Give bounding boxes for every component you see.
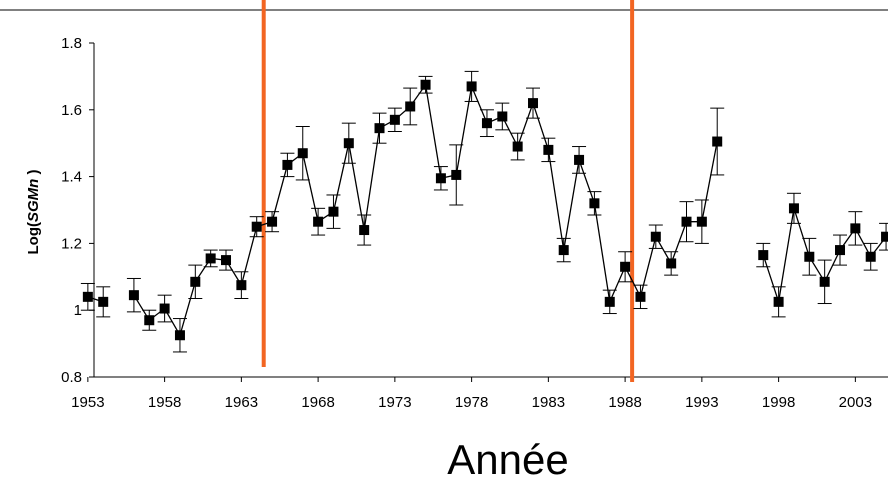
data-point [558,245,569,256]
data-point [359,225,370,236]
y-tick-label: 1.4 [61,169,82,186]
x-tick-label: 1988 [608,394,641,411]
data-point [451,169,462,180]
x-tick-label: 1993 [685,394,718,411]
y-tick-label: 1.6 [61,102,82,119]
data-point [190,276,201,287]
data-point [251,221,262,232]
x-tick-label: 1978 [455,394,488,411]
data-point [466,81,477,92]
data-point [850,223,861,234]
x-tick-label: 1963 [225,394,258,411]
data-point [98,296,109,307]
data-point [758,250,769,261]
data-point [543,144,554,155]
data-point [221,255,232,266]
data-point [205,253,216,264]
data-point [835,245,846,256]
data-point [435,173,446,184]
y-tick-label: 0.8 [61,369,82,386]
data-point [328,206,339,217]
data-point [819,276,830,287]
data-point [804,251,815,262]
data-point [343,138,354,149]
x-tick-label: 1983 [532,394,565,411]
data-point [405,101,416,112]
data-point [574,154,585,165]
data-point [666,258,677,269]
data-point [82,291,93,302]
data-point [144,315,155,326]
data-point [635,291,646,302]
data-point [374,123,385,134]
data-point [881,231,888,242]
data-point [604,296,615,307]
data-point [420,79,431,90]
data-point [267,216,278,227]
data-point [773,296,784,307]
series-line [133,83,718,337]
data-point [389,114,400,125]
x-tick-label: 1968 [301,394,334,411]
data-point [497,111,508,122]
data-point [712,136,723,147]
data-point [589,198,600,209]
data-point [681,216,692,227]
axes: 0.8 1 1.2 1.4 1.6 1.8 1953 1958 1963 1968 1973 1978… [61,35,888,411]
x-tick-label: 1958 [148,394,181,411]
x-tick-label: 1998 [762,394,795,411]
data-point [512,141,523,152]
data-point [236,280,247,291]
x-tick-label: 1953 [71,394,104,411]
data-point [528,98,539,109]
data-point [313,216,324,227]
data-point [696,216,707,227]
vertical-markers [261,0,635,382]
data-point [650,231,661,242]
data-point [128,290,139,301]
data-point [159,303,170,314]
y-tick-label: 1.2 [61,235,82,252]
data-point [865,251,876,262]
data-point [282,159,293,170]
x-tick-label: 1973 [378,394,411,411]
data-point [174,330,185,341]
series [80,70,888,353]
y-tick-label: 1.8 [61,35,82,52]
y-tick-label: 1 [74,302,82,319]
x-tick-label: 2003 [839,394,872,411]
data-point [297,148,308,159]
data-point [788,203,799,214]
y-axis-label: Log(SGMn ) [25,170,42,255]
data-point [620,261,631,272]
data-point [481,118,492,129]
x-axis-label: Année [447,436,568,482]
